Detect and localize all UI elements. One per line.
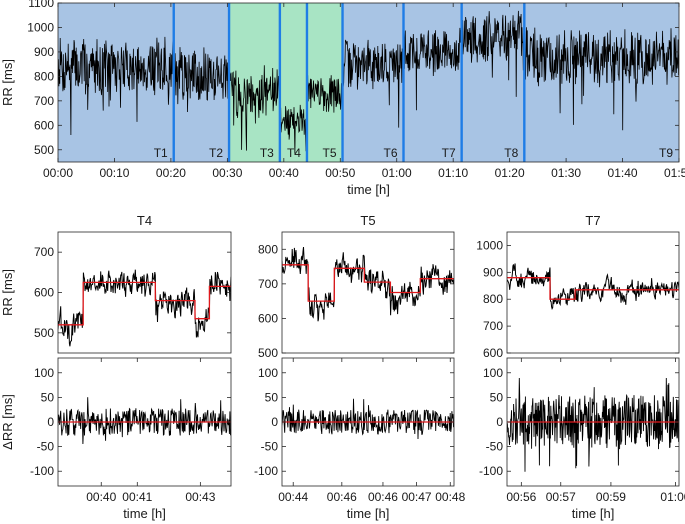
overview-xtick-label: 00:10 bbox=[99, 166, 129, 180]
overview-ylabel: RR [ms] bbox=[0, 59, 15, 106]
T5-drr-ytick-label: 50 bbox=[265, 390, 279, 404]
overview-frame bbox=[57, 2, 680, 163]
segment-label: T3 bbox=[260, 146, 274, 160]
T7-rr-ytick-label: 900 bbox=[483, 265, 503, 279]
T7-drr-ytick-label: 50 bbox=[490, 390, 504, 404]
segment-label: T1 bbox=[154, 146, 168, 160]
segment-t7 bbox=[403, 3, 462, 162]
T4-drr-ytick-label: 0 bbox=[47, 415, 54, 429]
T5-drr-xlabel: time [h] bbox=[347, 506, 390, 521]
overview-ytick-label: 1000 bbox=[27, 20, 54, 34]
overview-ytick-label: 700 bbox=[34, 94, 54, 108]
T5-rr-frame bbox=[281, 231, 455, 354]
T7-rr-ytick-label: 800 bbox=[483, 292, 503, 306]
T5-drr-ytick-label: 100 bbox=[258, 366, 278, 380]
overview-xtick-label: 00:00 bbox=[43, 166, 73, 180]
overview-xtick-label: 00:30 bbox=[212, 166, 242, 180]
segment-t4 bbox=[279, 3, 307, 162]
T5-rr-ytick-label: 500 bbox=[258, 346, 278, 360]
T5-drr-ytick-label: -100 bbox=[254, 464, 278, 478]
overview-ytick-label: 900 bbox=[34, 45, 54, 59]
T4-drr-xtick-label: 00:41 bbox=[122, 490, 152, 504]
overview-rr-series bbox=[58, 10, 679, 154]
T7-drr-xtick-label: 00:57 bbox=[546, 490, 576, 504]
T4-drr-series bbox=[58, 397, 231, 445]
T7-drr-xtick-label: 00:56 bbox=[506, 490, 536, 504]
T5-rr-series bbox=[282, 246, 454, 322]
T5-drr-ytick-label: -50 bbox=[261, 440, 279, 454]
T7-drr-ytick-label: -50 bbox=[486, 440, 504, 454]
overview-ytick-label: 1100 bbox=[28, 0, 54, 10]
segment-label: T5 bbox=[323, 146, 337, 160]
overview-ytick-label: 800 bbox=[34, 69, 54, 83]
overview-ytick-label: 500 bbox=[34, 143, 54, 157]
overview-xtick-label: 00:20 bbox=[156, 166, 186, 180]
T7-drr-series bbox=[507, 377, 679, 472]
T5-drr-xtick-label: 00:46 bbox=[327, 490, 357, 504]
T7-rr-frame bbox=[506, 231, 680, 354]
overview-xtick-label: 00:40 bbox=[269, 166, 299, 180]
overview-xtick-label: 01:10 bbox=[438, 166, 468, 180]
T5-drr-xtick-label: 00:44 bbox=[278, 490, 308, 504]
segment-label: T9 bbox=[659, 146, 673, 160]
T5-drr-series bbox=[282, 398, 454, 440]
T7-rr-series bbox=[507, 263, 679, 311]
segment-label: T2 bbox=[209, 146, 223, 160]
T5-rr-ytick-label: 800 bbox=[258, 242, 278, 256]
segment-t9 bbox=[524, 3, 679, 162]
T5-rr-ytick-label: 700 bbox=[258, 277, 278, 291]
T5-drr-xtick-label: 00:46 bbox=[368, 490, 398, 504]
segment-label: T6 bbox=[383, 146, 397, 160]
T4-drr-ytick-label: 50 bbox=[41, 390, 55, 404]
T7-drr-xtick-label: 01:00 bbox=[660, 490, 685, 504]
overview-ytick-label: 600 bbox=[34, 118, 54, 132]
overview-xtick-label: 00:50 bbox=[325, 166, 355, 180]
overview-xlabel: time [h] bbox=[347, 182, 390, 197]
overview-xtick-label: 01:30 bbox=[551, 166, 581, 180]
T4-drr-ytick-label: -100 bbox=[30, 464, 54, 478]
segment-label: T8 bbox=[504, 146, 518, 160]
T7-drr-xtick-label: 00:59 bbox=[596, 490, 626, 504]
T5-drr-xtick-label: 00:47 bbox=[402, 490, 432, 504]
T4-rr-title: T4 bbox=[137, 213, 152, 228]
overview-xtick-label: 01:50 bbox=[664, 166, 685, 180]
T5-rr-step-fit bbox=[282, 264, 454, 302]
T5-drr-xtick-label: 00:48 bbox=[435, 490, 465, 504]
T4-drr-xlabel: time [h] bbox=[123, 506, 166, 521]
T5-rr-ytick-label: 600 bbox=[258, 311, 278, 325]
overview-xtick-label: 01:20 bbox=[495, 166, 525, 180]
T4-rr-ytick-label: 600 bbox=[34, 286, 54, 300]
T4-drr-ytick-label: 100 bbox=[34, 366, 54, 380]
T7-rr-ytick-label: 600 bbox=[483, 346, 503, 360]
T5-rr-title: T5 bbox=[360, 213, 375, 228]
segment-t3 bbox=[229, 3, 280, 162]
overview-xtick-label: 01:40 bbox=[608, 166, 638, 180]
T7-drr-xlabel: time [h] bbox=[572, 506, 615, 521]
T4-rr-ylabel: RR [ms] bbox=[0, 269, 15, 316]
T4-drr-ylabel: ΔRR [ms] bbox=[0, 394, 15, 450]
segment-label: T4 bbox=[287, 146, 301, 160]
T5-drr-ytick-label: 0 bbox=[271, 415, 278, 429]
T7-drr-ytick-label: 0 bbox=[496, 415, 503, 429]
T4-rr-ytick-label: 500 bbox=[34, 326, 54, 340]
T7-rr-title: T7 bbox=[585, 213, 600, 228]
overview-xtick-label: 01:00 bbox=[382, 166, 412, 180]
T4-rr-ytick-label: 700 bbox=[34, 245, 54, 259]
T4-drr-xtick-label: 00:43 bbox=[185, 490, 215, 504]
segment-label: T7 bbox=[442, 146, 456, 160]
T4-rr-series bbox=[58, 269, 231, 347]
T7-rr-ytick-label: 1000 bbox=[476, 238, 503, 252]
T4-drr-ytick-label: -50 bbox=[37, 440, 55, 454]
T7-rr-ytick-label: 700 bbox=[483, 319, 503, 333]
T7-rr-step-fit bbox=[507, 277, 679, 300]
T4-rr-step-fit bbox=[58, 281, 231, 326]
T4-drr-xtick-label: 00:40 bbox=[86, 490, 116, 504]
T7-drr-ytick-label: -100 bbox=[479, 464, 503, 478]
T7-drr-ytick-label: 100 bbox=[483, 366, 503, 380]
